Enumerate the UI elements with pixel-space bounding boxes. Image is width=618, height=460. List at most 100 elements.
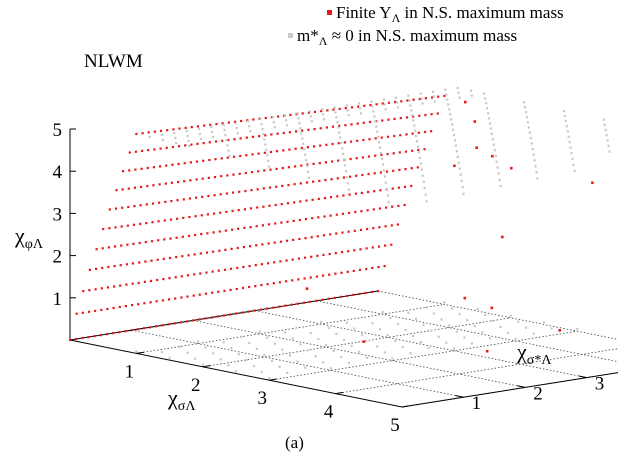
point-finite — [406, 99, 409, 102]
point-finite — [323, 215, 326, 218]
point-zero — [493, 149, 496, 152]
point-finite — [349, 140, 353, 143]
point-finite — [194, 233, 197, 237]
point-finite — [350, 106, 354, 109]
point-finite — [164, 200, 167, 203]
point-finite — [241, 311, 244, 314]
point-finite — [399, 134, 402, 137]
point-finite — [286, 220, 289, 223]
point-zero — [304, 153, 307, 156]
point-zero — [473, 325, 476, 328]
point-finite — [280, 221, 283, 224]
point-finite — [184, 144, 187, 147]
point-zero — [270, 359, 274, 362]
point-finite — [269, 150, 273, 154]
point-finite — [354, 192, 357, 195]
point-finite — [144, 241, 147, 244]
point-finite — [176, 217, 179, 220]
point-zero — [470, 342, 474, 345]
point-finite — [149, 326, 152, 329]
point-zero — [529, 136, 532, 140]
point-finite — [393, 117, 396, 120]
point-zero — [261, 128, 264, 131]
point-finite — [223, 268, 227, 271]
point-zero — [334, 111, 337, 114]
point-finite — [184, 126, 187, 129]
point-zero — [483, 92, 486, 95]
point-finite — [342, 176, 345, 179]
point-finite — [209, 123, 212, 126]
point-finite — [326, 109, 329, 112]
point-zero — [407, 94, 410, 97]
x-tick-label: 1 — [125, 361, 135, 382]
point-zero — [409, 352, 412, 355]
point-zero — [343, 158, 346, 161]
point-finite — [134, 168, 137, 171]
point-finite — [151, 221, 154, 224]
point-zero — [536, 177, 539, 180]
point-zero — [267, 159, 270, 162]
point-zero — [383, 351, 386, 354]
point-zero — [306, 164, 309, 168]
point-finite-scattered — [475, 146, 478, 149]
point-finite — [202, 159, 205, 162]
legend-entry-finite: Finite YΛ in N.S. maximum mass — [327, 3, 564, 25]
point-finite — [349, 175, 352, 178]
y-axis-label: χσ*Λ — [516, 339, 552, 368]
point-finite — [340, 251, 344, 254]
point-finite — [177, 162, 180, 166]
point-zero — [532, 153, 535, 156]
point-zero — [358, 350, 361, 353]
point-finite — [108, 227, 111, 230]
point-zero — [204, 346, 207, 349]
point-finite — [313, 110, 317, 113]
point-finite — [157, 239, 160, 242]
point-zero — [576, 328, 579, 331]
point-finite — [137, 303, 140, 306]
point-zero — [458, 96, 461, 99]
point-finite — [226, 174, 229, 177]
point-finite — [298, 237, 301, 241]
point-finite — [404, 168, 407, 171]
point-finite — [230, 267, 233, 270]
point-finite-scattered — [591, 181, 594, 185]
point-finite — [182, 198, 185, 201]
point-finite — [410, 184, 413, 188]
point-finite — [392, 152, 395, 155]
point-finite — [169, 218, 173, 221]
point-finite — [166, 129, 169, 132]
point-finite — [355, 157, 358, 160]
point-finite — [243, 226, 246, 229]
point-finite — [338, 107, 341, 110]
point-zero — [431, 90, 435, 93]
point-zero — [337, 126, 340, 129]
point-finite — [115, 189, 118, 192]
point-zero — [160, 350, 164, 354]
point-finite — [143, 280, 146, 283]
point-finite — [261, 224, 264, 227]
point-finite — [250, 189, 253, 192]
point-finite — [221, 122, 224, 125]
point-zero — [333, 106, 336, 109]
point-finite — [81, 311, 84, 314]
point-finite — [207, 176, 210, 179]
point-finite — [75, 312, 78, 315]
point-zero — [347, 114, 350, 117]
point-finite — [372, 208, 375, 211]
point-finite — [278, 305, 281, 308]
point-finite — [399, 117, 402, 120]
point-zero — [135, 350, 138, 353]
point-finite — [188, 197, 191, 200]
point-finite — [267, 262, 270, 265]
point-zero — [321, 108, 324, 111]
point-finite — [113, 245, 117, 248]
point-finite — [176, 199, 179, 202]
point-finite — [364, 291, 367, 295]
point-zero — [415, 140, 419, 143]
point-finite — [196, 142, 199, 145]
point-zero — [288, 354, 292, 357]
point-finite — [404, 150, 408, 153]
point-finite — [325, 126, 328, 129]
point-zero — [260, 371, 263, 374]
point-finite — [310, 255, 313, 258]
